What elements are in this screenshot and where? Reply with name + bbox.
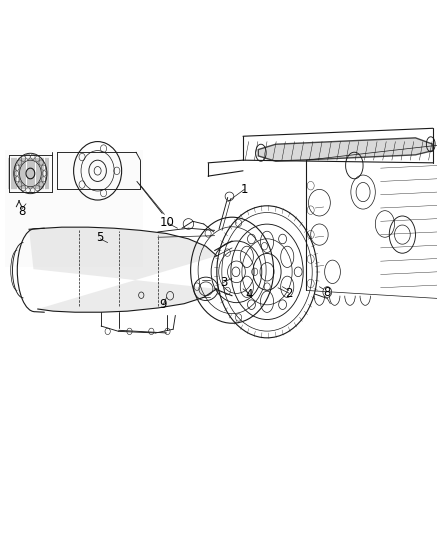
Text: 4: 4	[246, 288, 253, 301]
Text: 1: 1	[240, 183, 248, 196]
Polygon shape	[29, 227, 217, 312]
Polygon shape	[258, 138, 433, 161]
Text: 8: 8	[324, 286, 331, 298]
Text: 10: 10	[160, 216, 175, 229]
Polygon shape	[5, 150, 143, 266]
Text: 8: 8	[18, 205, 25, 217]
Text: 3: 3	[220, 276, 227, 289]
Text: 9: 9	[159, 298, 167, 311]
Text: 5: 5	[96, 231, 104, 244]
Text: 2: 2	[285, 287, 293, 300]
